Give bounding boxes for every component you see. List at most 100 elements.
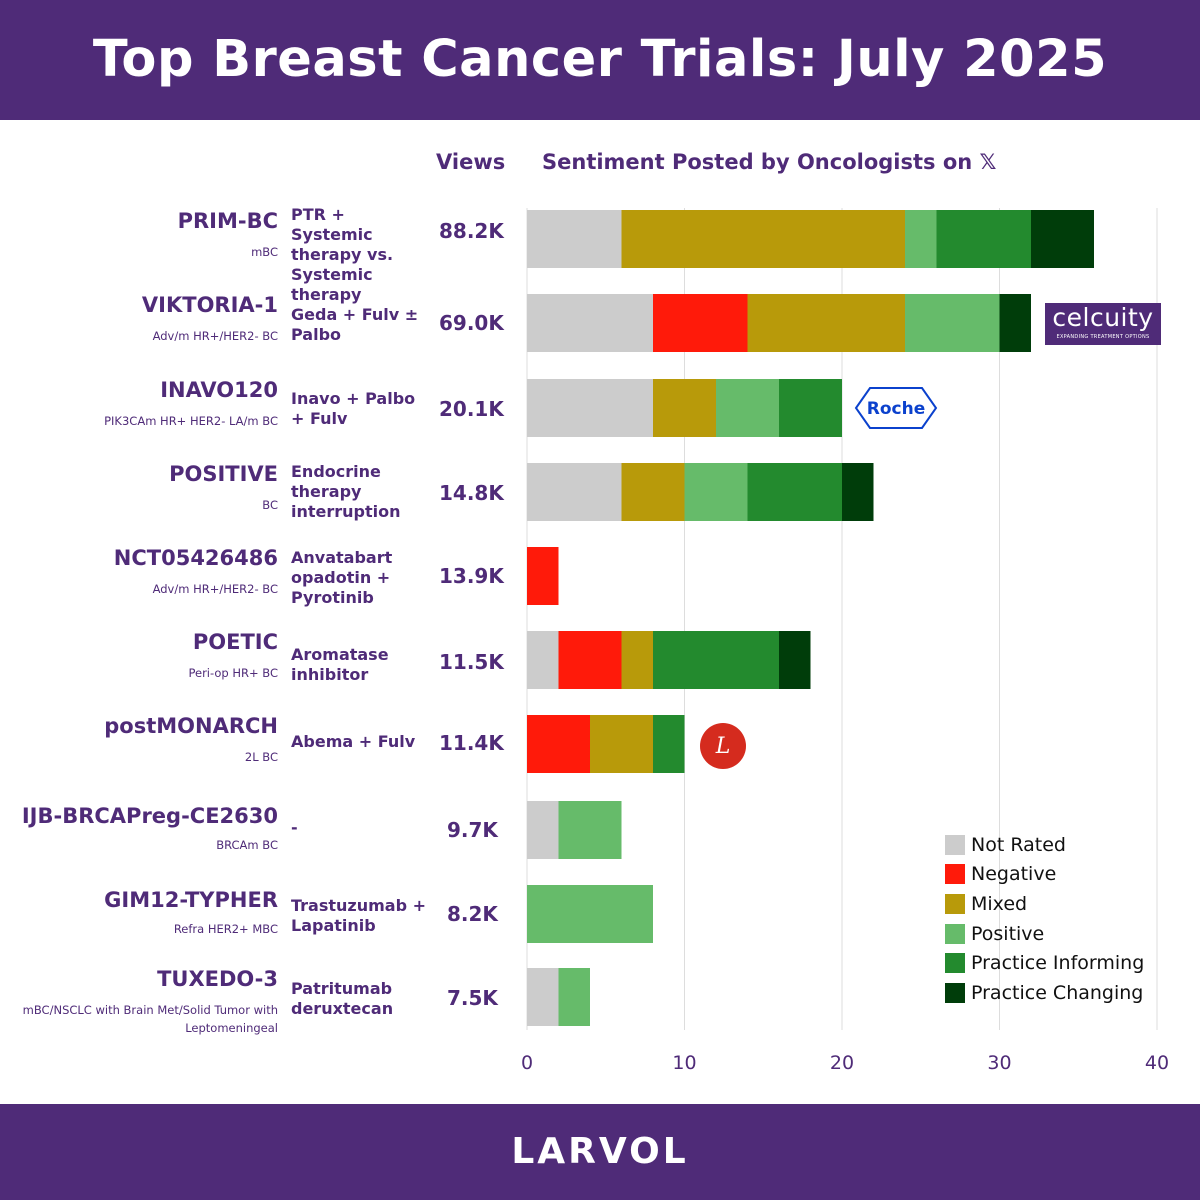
trial-views: 20.1K [439,397,504,421]
bar-segment [558,801,622,859]
trial-regimen: - [291,818,298,837]
trial-name: IJB-BRCAPreg-CE2630 [21,804,278,828]
trial-subtitle: Adv/m HR+/HER2- BC [152,582,278,596]
trial-subtitle: Adv/m HR+/HER2- BC [152,329,278,343]
roche-logo: Roche [854,387,938,429]
trial-regimen: Inavo + Palbo + Fulv [291,389,416,428]
page-title: Top Breast Cancer Trials: July 2025 [92,30,1108,89]
bar-segment [716,379,779,437]
sentiment-column-header: Sentiment Posted by Oncologists on 𝕏 [542,150,996,174]
trial-regimen: Endocrine therapy interruption [291,462,401,521]
legend-label: Practice Informing [971,952,1145,975]
chart-legend: Not Rated Negative Mixed Positive Practice I… [945,830,1144,1008]
bar-segment [527,885,653,943]
bar-segment [1031,210,1094,268]
trial-name: TUXEDO-3 [157,967,278,991]
header-banner: Top Breast Cancer Trials: July 2025 [0,0,1200,120]
trial-subtitle: 2L BC [244,750,278,764]
legend-item: Practice Informing [945,948,1144,978]
trial-regimen: PTR + Systemic therapy vs. Systemic ther… [291,205,394,304]
bar-segment [999,294,1031,352]
legend-item: Mixed [945,889,1144,919]
trial-views: 69.0K [439,311,504,335]
x-tick-label: 20 [830,1052,854,1074]
bar-segment [653,715,685,773]
x-tick-label: 0 [521,1052,533,1074]
trial-subtitle: BRCAm BC [216,838,278,852]
legend-swatch [945,864,965,885]
bar-segment [527,968,559,1026]
roche-logo-text: Roche [867,399,925,419]
trial-views: 88.2K [439,219,504,243]
bar-segment [527,379,653,437]
trial-regimen: Patritumab deruxtecan [291,979,394,1018]
legend-swatch [945,982,965,1003]
bar-segment [653,379,716,437]
trial-name: postMONARCH [104,714,278,738]
bar-segment [842,463,874,521]
trial-views: 8.2K [447,902,498,926]
trial-name: NCT05426486 [113,546,278,570]
x-logo-icon: 𝕏 [979,150,997,174]
bar-segment [905,294,1000,352]
legend-label: Positive [971,922,1045,945]
trial-subtitle: mBC [251,245,278,259]
bar-segment [653,631,779,689]
bar-segment [684,463,748,521]
legend-item: Not Rated [945,830,1144,860]
larvol-logo: LARVOL [511,1131,689,1172]
bar-segment [621,463,685,521]
trial-regimen: Anvatabart opadotin + Pyrotinib [291,548,393,607]
sentiment-header-label: Sentiment Posted by Oncologists on [542,150,973,174]
lilly-logo-text: L [715,734,731,759]
legend-label: Negative [971,863,1057,886]
legend-item: Positive [945,919,1144,949]
lilly-logo-icon: L [700,723,746,769]
trial-subtitle: Peri-op HR+ BC [188,666,278,680]
trial-name: POSITIVE [169,462,278,486]
x-tick-label: 30 [987,1052,1011,1074]
trial-views: 13.9K [439,564,504,588]
bar-segment [558,631,622,689]
legend-label: Practice Changing [971,981,1144,1004]
bar-segment [558,968,590,1026]
bar-segment [747,463,842,521]
celcuity-logo-word: celcuity [1052,303,1154,332]
bar-segment [527,715,590,773]
legend-swatch [945,893,965,914]
views-column-header: Views [436,150,506,174]
bar-segment [590,715,653,773]
footer-banner: LARVOL [0,1104,1200,1200]
trial-regimen: Geda + Fulv ± Palbo [291,305,419,344]
bar-segment [905,210,937,268]
legend-swatch [945,953,965,974]
trial-views: 7.5K [447,986,498,1010]
x-tick-label: 40 [1145,1052,1169,1074]
bar-segment [527,801,559,859]
legend-item: Practice Changing [945,978,1144,1008]
bar-segment [779,379,842,437]
trial-regimen: Trastuzumab + Lapatinib [291,896,427,935]
bar-segment [747,294,905,352]
legend-label: Not Rated [971,833,1066,856]
trial-views: 11.4K [439,731,504,755]
trial-name: PRIM-BC [177,209,278,233]
trial-subtitle: mBC/NSCLC with Brain Met/Solid Tumor wit… [22,1003,278,1035]
bar-segment [527,210,622,268]
trial-subtitle: PIK3CAm HR+ HER2- LA/m BC [104,414,278,428]
legend-item: Negative [945,860,1144,890]
bar-segment [527,294,653,352]
trial-views: 14.8K [439,481,504,505]
trial-views: 9.7K [447,818,498,842]
bar-segment [779,631,811,689]
bar-segment [653,294,748,352]
trial-subtitle: BC [262,498,278,512]
x-tick-label: 10 [672,1052,696,1074]
trial-name: VIKTORIA-1 [141,293,278,317]
trial-name: INAVO120 [160,378,278,402]
trial-subtitle: Refra HER2+ MBC [173,922,278,936]
bar-segment [527,547,559,605]
trial-regimen: Aromatase inhibitor [291,645,389,684]
